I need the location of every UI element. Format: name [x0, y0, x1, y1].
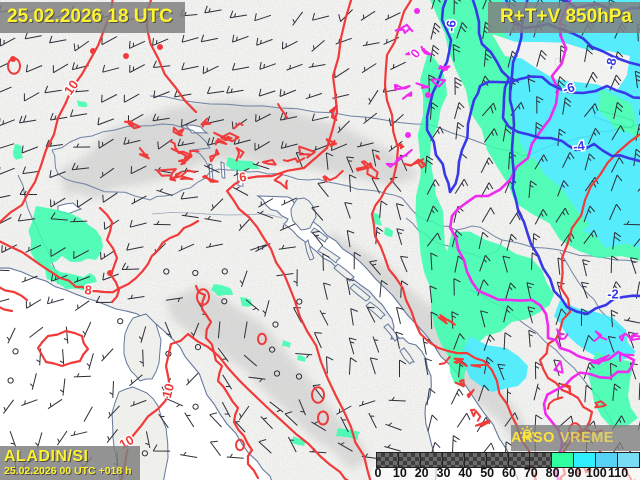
arso-wordmark: ARSO: [511, 430, 555, 446]
colorbar-tick-label: 70: [523, 466, 538, 480]
colorbar-cell: [573, 453, 596, 467]
product-title-text: R+T+V 850hPa: [499, 6, 632, 27]
arso-vreme-logo: ARSO VREME: [511, 425, 640, 451]
colorbar-tick-label: 50: [480, 466, 495, 480]
colorbar-cell: [463, 453, 486, 467]
sun-icon: [520, 426, 534, 440]
colorbar-cell: [617, 453, 640, 467]
product-title-box: R+T+V 850hPa: [487, 2, 640, 33]
vreme-wordmark: VREME: [559, 430, 614, 446]
colorbar-tick-label: 100: [585, 466, 607, 480]
colorbar-cell: [419, 453, 442, 467]
colorbar-cell: [507, 453, 530, 467]
colorbar-tick-label: 40: [458, 466, 473, 480]
colorbar-tick-label: 30: [436, 466, 451, 480]
colorbar-tick-label: 60: [502, 466, 516, 480]
colorbar-backing: [372, 467, 640, 480]
humidity-colorbar: [376, 452, 640, 468]
colorbar-cell: [551, 453, 574, 467]
valid-time-box: 25.02.2026 18 UTC: [0, 2, 185, 33]
colorbar-tick-label: 0: [374, 466, 382, 480]
colorbar-tick-label: 20: [414, 466, 429, 480]
colorbar-cell: [485, 453, 508, 467]
contour-label: -6: [561, 79, 576, 96]
colorbar-tick-label: 110: [608, 466, 629, 480]
model-name: ALADIN/SI: [4, 448, 89, 465]
contour-label: -2: [607, 286, 619, 301]
colorbar-tick-label: 80: [545, 466, 560, 480]
colorbar-tick-label: 10: [392, 466, 407, 480]
colorbar-tick-label: 90: [567, 466, 582, 480]
contour-label: -8: [602, 57, 619, 71]
colorbar-cell: [529, 453, 552, 467]
contour-label: 10: [159, 382, 177, 400]
valid-time-text: 25.02.2026 18 UTC: [7, 6, 173, 27]
colorbar-cell: [441, 453, 464, 467]
colorbar-cell: [397, 453, 420, 467]
contour-label: -4: [572, 138, 586, 155]
colorbar-tick-labels: 0 10 20 30 40 50 60 70 80 90 100 110: [374, 466, 640, 480]
contour-label: -6: [443, 19, 459, 32]
colorbar-cell: [595, 453, 618, 467]
model-run-info: 25.02.2026 00 UTC +018 h: [4, 465, 132, 477]
colorbar-cell: [377, 453, 398, 467]
model-info-box: ALADIN/SI 25.02.2026 00 UTC +018 h: [0, 446, 140, 480]
